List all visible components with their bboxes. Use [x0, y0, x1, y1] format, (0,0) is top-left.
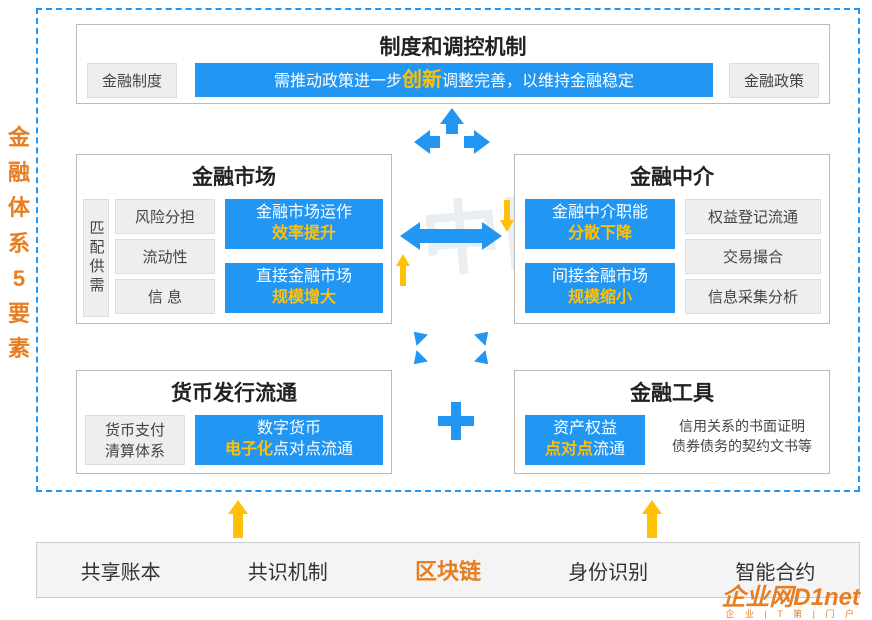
top-left-tag: 金融制度 [87, 63, 177, 98]
market-bar2-accent: 规模增大 [272, 289, 336, 306]
intermediary-title: 金融中介 [515, 155, 829, 195]
intermediary-bar-2: 间接金融市场 规模缩小 [525, 263, 675, 313]
currency-bar-post: 点对点流通 [273, 441, 353, 458]
intermediary-bar2-line1: 间接金融市场 [552, 268, 648, 285]
tools-bar-line1: 资产权益 [553, 420, 617, 437]
intermediary-section: 金融中介 金融中介职能 分散下降 间接金融市场 规模缩小 权益登记流通 交易撮合… [514, 154, 830, 324]
market-tag-1: 流动性 [115, 239, 215, 274]
market-tag-0: 风险分担 [115, 199, 215, 234]
market-bar1-line1: 金融市场运作 [256, 204, 352, 221]
currency-section: 货币发行流通 货币支付 清算体系 数字货币 电子化点对点流通 [76, 370, 392, 474]
top-section-title: 制度和调控机制 [77, 25, 829, 65]
tools-bar: 资产权益 点对点流通 [525, 415, 645, 465]
market-bar-2: 直接金融市场 规模增大 [225, 263, 383, 313]
market-bar1-accent: 效率提升 [272, 225, 336, 242]
brand-sub: 企 业 | T 第 | 门 户 [725, 607, 858, 620]
currency-tag: 货币支付 清算体系 [85, 415, 185, 465]
tools-bar-post: 流通 [593, 441, 625, 458]
bottom-item-3: 身份识别 [568, 556, 648, 585]
tools-title: 金融工具 [515, 371, 829, 411]
intermediary-bar1-accent: 分散下降 [568, 225, 632, 242]
currency-title: 货币发行流通 [77, 371, 391, 411]
intermediary-tag-1: 交易撮合 [685, 239, 821, 274]
intermediary-bar1-line1: 金融中介职能 [552, 204, 648, 221]
tools-section: 金融工具 资产权益 点对点流通 信用关系的书面证明 债券债务的契约文书等 [514, 370, 830, 474]
tools-bar-accent: 点对点 [545, 441, 593, 458]
bottom-item-1: 共识机制 [248, 556, 328, 585]
intermediary-bar-1: 金融中介职能 分散下降 [525, 199, 675, 249]
market-section: 金融市场 匹配供需 风险分担 流动性 信 息 金融市场运作 效率提升 直接金融市… [76, 154, 392, 324]
intermediary-tag-0: 权益登记流通 [685, 199, 821, 234]
currency-bar-line1: 数字货币 [257, 420, 321, 437]
tools-right-text: 信用关系的书面证明 债券债务的契约文书等 [657, 417, 827, 456]
top-blue-bar: 需推动政策进一步创新调整完善，以维持金融稳定 [195, 63, 713, 97]
top-bar-post: 调整完善，以维持金融稳定 [442, 73, 634, 90]
market-left-col: 匹配供需 [83, 199, 109, 317]
currency-bar-accent: 电子化 [225, 441, 273, 458]
market-title: 金融市场 [77, 155, 391, 195]
top-bar-pre: 需推动政策进一步 [274, 73, 402, 90]
side-label: 金融体系5要素 [4, 120, 34, 366]
bottom-item-0: 共享账本 [81, 556, 161, 585]
top-right-tag: 金融政策 [729, 63, 819, 98]
market-bar2-line1: 直接金融市场 [256, 268, 352, 285]
market-bar-1: 金融市场运作 效率提升 [225, 199, 383, 249]
bottom-item-2: 区块链 [415, 554, 481, 586]
top-bar-accent: 创新 [402, 69, 442, 91]
market-tag-2: 信 息 [115, 279, 215, 314]
intermediary-tag-2: 信息采集分析 [685, 279, 821, 314]
intermediary-bar2-accent: 规模缩小 [568, 289, 632, 306]
top-section: 制度和调控机制 金融制度 金融政策 需推动政策进一步创新调整完善，以维持金融稳定 [76, 24, 830, 104]
currency-bar: 数字货币 电子化点对点流通 [195, 415, 383, 465]
